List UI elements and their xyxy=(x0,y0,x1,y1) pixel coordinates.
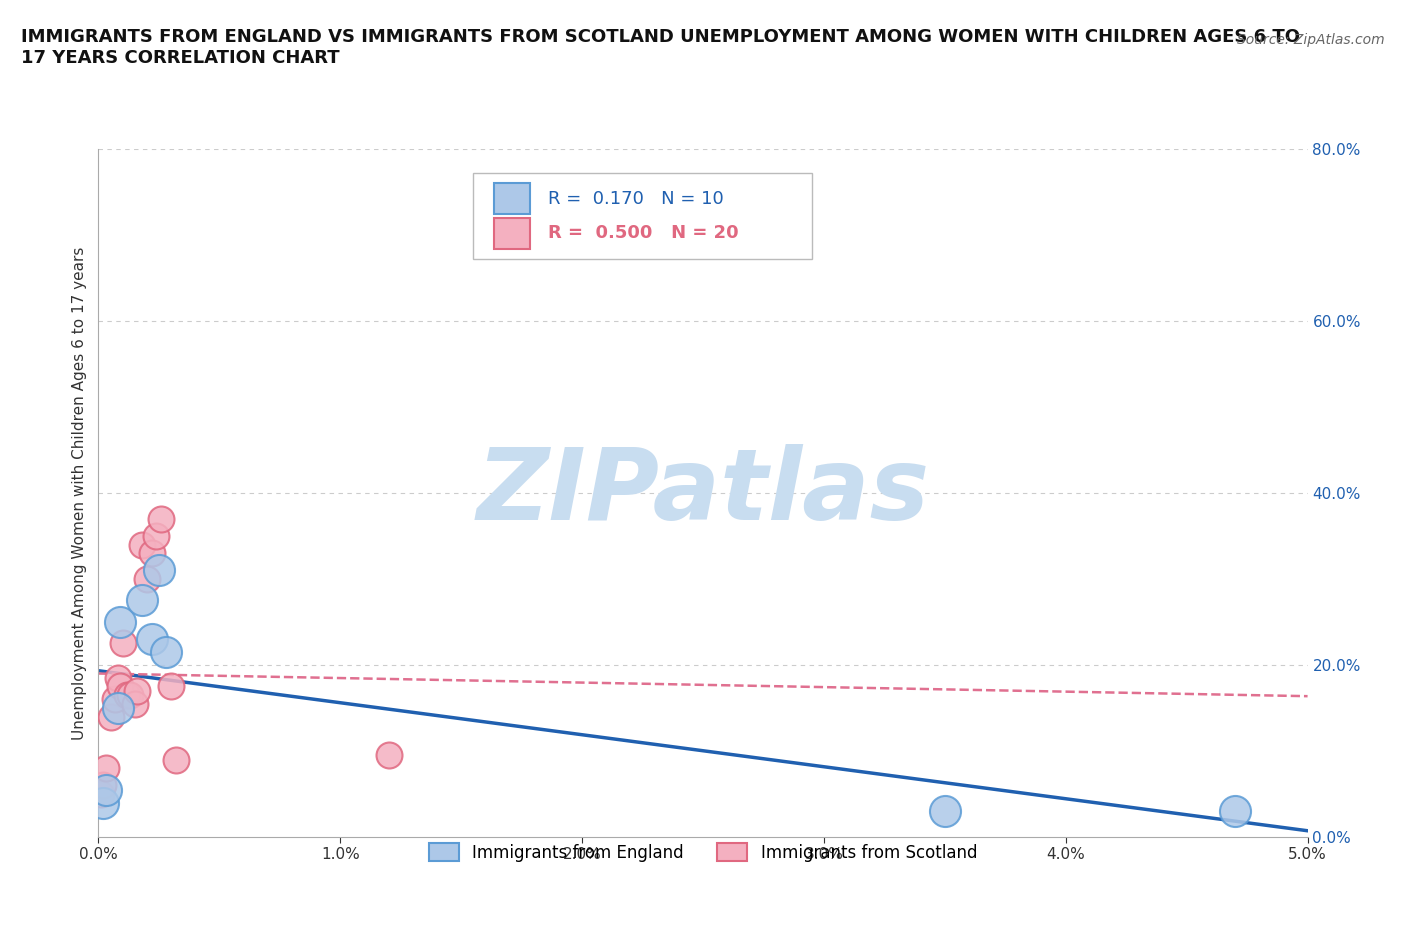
Point xyxy=(108,615,131,630)
Point xyxy=(108,679,131,694)
Point xyxy=(148,563,170,578)
Point xyxy=(165,752,187,767)
Point xyxy=(141,546,163,561)
Point xyxy=(104,692,127,707)
Point xyxy=(155,644,177,659)
Point xyxy=(1223,804,1246,818)
FancyBboxPatch shape xyxy=(494,183,530,214)
Text: ZIPatlas: ZIPatlas xyxy=(477,445,929,541)
Point xyxy=(91,795,114,810)
Point xyxy=(117,687,139,702)
Point xyxy=(135,571,157,587)
Point xyxy=(377,748,399,763)
Text: R =  0.500   N = 20: R = 0.500 N = 20 xyxy=(548,224,738,242)
Point xyxy=(131,593,153,608)
FancyBboxPatch shape xyxy=(474,173,811,259)
Point xyxy=(90,787,112,802)
Point xyxy=(160,679,183,694)
Point xyxy=(150,512,173,526)
Text: R =  0.170   N = 10: R = 0.170 N = 10 xyxy=(548,190,724,207)
Point xyxy=(107,700,129,715)
Point xyxy=(145,528,167,543)
Point xyxy=(94,782,117,797)
Point xyxy=(100,710,122,724)
Text: Source: ZipAtlas.com: Source: ZipAtlas.com xyxy=(1237,33,1385,46)
Point xyxy=(131,538,153,552)
Point xyxy=(91,777,114,792)
Point xyxy=(141,631,163,646)
FancyBboxPatch shape xyxy=(494,218,530,248)
Point xyxy=(124,697,146,711)
Text: IMMIGRANTS FROM ENGLAND VS IMMIGRANTS FROM SCOTLAND UNEMPLOYMENT AMONG WOMEN WIT: IMMIGRANTS FROM ENGLAND VS IMMIGRANTS FR… xyxy=(21,28,1301,67)
Point xyxy=(111,636,134,651)
Point xyxy=(934,804,956,818)
Y-axis label: Unemployment Among Women with Children Ages 6 to 17 years: Unemployment Among Women with Children A… xyxy=(72,246,87,739)
Legend: Immigrants from England, Immigrants from Scotland: Immigrants from England, Immigrants from… xyxy=(420,835,986,870)
Point xyxy=(118,687,141,702)
Point xyxy=(107,671,129,685)
Point xyxy=(94,761,117,776)
Point xyxy=(127,684,149,698)
